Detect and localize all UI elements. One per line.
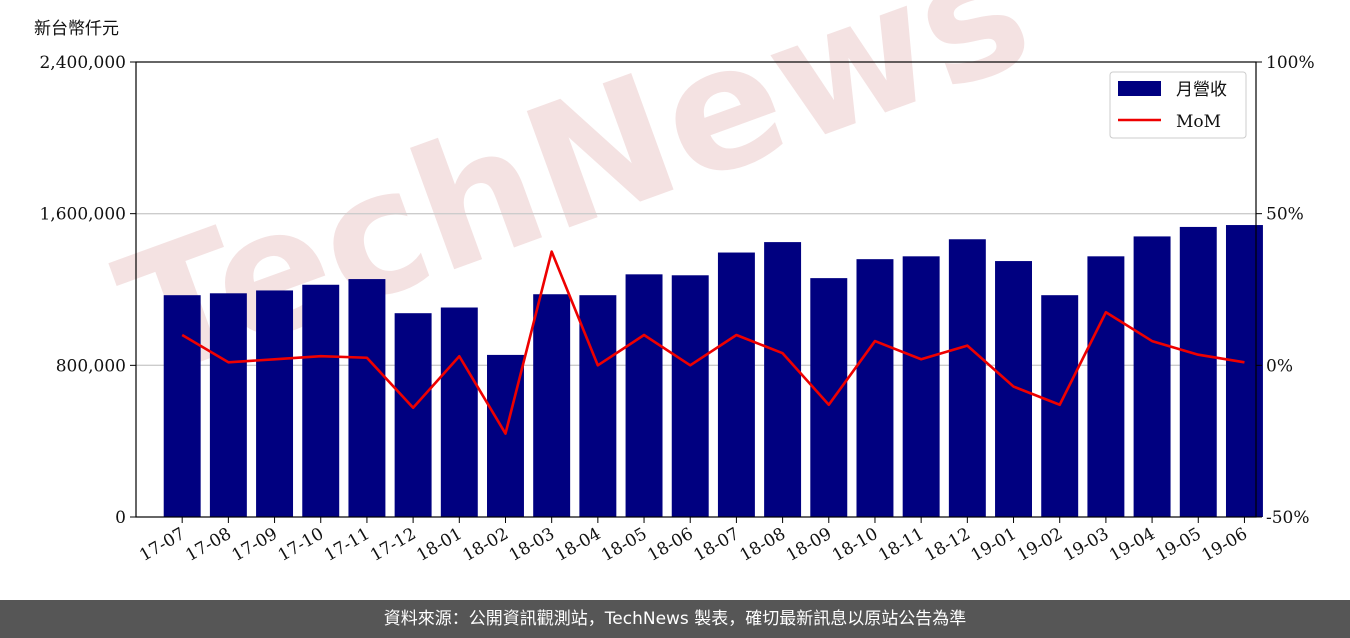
- right-axis: -50% 0% 50% 100%: [1256, 53, 1315, 528]
- x-tick-label-17-08: 17-08: [182, 524, 234, 566]
- x-tick-label-18-10: 18-10: [829, 524, 881, 566]
- x-tick-label-18-07: 18-07: [690, 524, 742, 566]
- x-tick-label-18-05: 18-05: [598, 524, 650, 566]
- bar-17-11: [348, 279, 386, 517]
- left-tick-label-3: 2,400,000: [39, 53, 126, 73]
- x-tick-label-18-08: 18-08: [737, 524, 789, 566]
- bar-18-04: [579, 295, 617, 517]
- x-tick-label-18-04: 18-04: [552, 524, 604, 566]
- bar-18-09: [810, 278, 848, 517]
- x-tick-label-17-10: 17-10: [275, 524, 327, 566]
- x-axis: 17-0717-0817-0917-1017-1117-1218-0118-02…: [136, 517, 1251, 566]
- legend-swatch-bar: [1118, 81, 1161, 96]
- x-tick-label-18-11: 18-11: [875, 524, 927, 566]
- x-tick-label-17-09: 17-09: [229, 524, 281, 566]
- x-tick-label-18-12: 18-12: [921, 524, 973, 566]
- bar-18-10: [856, 259, 894, 517]
- left-axis: 0 800,000 1,600,000 2,400,000: [39, 53, 136, 528]
- mom-line: [181, 250, 1245, 435]
- right-tick-label-3: 100%: [1266, 53, 1315, 73]
- x-tick-label-19-02: 19-02: [1014, 524, 1066, 566]
- legend-label-revenue: 月營收: [1176, 80, 1227, 100]
- x-tick-label-17-12: 17-12: [367, 524, 419, 566]
- source-footer: 資料來源：公開資訊觀測站，TechNews 製表，確切最新訊息以原站公告為準: [0, 600, 1350, 638]
- x-tick-label-19-05: 19-05: [1152, 524, 1204, 566]
- bar-19-03: [1087, 256, 1125, 517]
- bar-18-03: [533, 294, 571, 517]
- bar-18-07: [717, 252, 755, 517]
- bar-17-12: [394, 313, 432, 517]
- x-tick-label-18-09: 18-09: [783, 524, 835, 566]
- x-tick-label-19-03: 19-03: [1060, 524, 1112, 566]
- x-tick-label-18-02: 18-02: [460, 524, 512, 566]
- bar-18-08: [764, 242, 802, 517]
- left-tick-label-2: 1,600,000: [39, 205, 126, 225]
- x-tick-label-18-03: 18-03: [506, 524, 558, 566]
- bar-17-09: [256, 290, 294, 517]
- plot-frame: [135, 61, 1257, 518]
- bar-19-06: [1225, 225, 1263, 517]
- y-axis-unit-label: 新台幣仟元: [34, 19, 119, 39]
- legend: 月營收 MoM: [1109, 71, 1247, 139]
- x-tick-label-19-01: 19-01: [968, 524, 1020, 566]
- bar-19-04: [1133, 236, 1171, 517]
- x-tick-label-18-06: 18-06: [644, 524, 696, 566]
- legend-label-mom: MoM: [1176, 112, 1221, 132]
- x-tick-label-19-06: 19-06: [1199, 524, 1251, 566]
- bar-19-02: [1041, 295, 1079, 517]
- x-tick-label-18-01: 18-01: [413, 524, 465, 566]
- bar-18-05: [625, 274, 663, 517]
- x-tick-label-17-11: 17-11: [321, 524, 373, 566]
- bar-17-10: [302, 284, 340, 517]
- right-tick-label-0: -50%: [1266, 508, 1310, 528]
- right-tick-label-2: 50%: [1266, 205, 1304, 225]
- bar-19-05: [1179, 226, 1217, 517]
- x-tick-label-17-07: 17-07: [136, 524, 188, 566]
- bar-18-11: [902, 256, 940, 517]
- left-tick-label-0: 0: [115, 508, 126, 528]
- bar-17-08: [209, 293, 247, 517]
- right-tick-label-1: 0%: [1266, 356, 1293, 376]
- bar-18-12: [948, 239, 986, 517]
- bar-17-07: [163, 295, 201, 517]
- left-tick-label-1: 800,000: [56, 356, 126, 376]
- bar-18-01: [440, 307, 478, 517]
- mom-line-layer: [181, 250, 1245, 435]
- bar-18-06: [671, 275, 709, 517]
- x-tick-label-19-04: 19-04: [1106, 524, 1158, 566]
- bar-19-01: [995, 261, 1032, 517]
- bars: [163, 225, 1263, 517]
